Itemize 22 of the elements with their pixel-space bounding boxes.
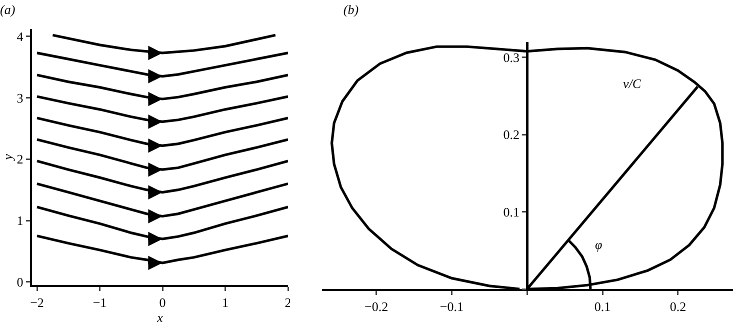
chart-title: (a) xyxy=(0,2,16,17)
annotation: φ xyxy=(595,237,602,252)
y-tick-label: 0.3 xyxy=(503,50,520,65)
x-tick-label: 1 xyxy=(222,294,228,310)
chart-title: (b) xyxy=(343,2,359,17)
x-tick-label: −1 xyxy=(92,294,107,310)
y-tick-label: 1 xyxy=(16,213,24,228)
y-tick-label: 0 xyxy=(16,274,24,290)
x-tick-label: −2 xyxy=(30,294,44,310)
annotation: v/C xyxy=(623,76,642,91)
x-tick-label: −0.1 xyxy=(440,298,464,314)
y-tick-label: 4 xyxy=(16,28,24,44)
y-tick-label: 3 xyxy=(16,90,24,106)
x-axis-title: x xyxy=(156,310,164,325)
x-tick-label: 0 xyxy=(159,294,166,310)
x-tick-label: 0.2 xyxy=(670,298,686,314)
y-tick-label: 0.2 xyxy=(503,127,520,142)
y-tick-label: 0.1 xyxy=(503,204,520,220)
y-axis-title: y xyxy=(0,154,15,162)
x-tick-label: −0.2 xyxy=(364,298,388,314)
y-tick-label: 2 xyxy=(16,152,24,167)
x-tick-label: 0.1 xyxy=(594,298,611,314)
